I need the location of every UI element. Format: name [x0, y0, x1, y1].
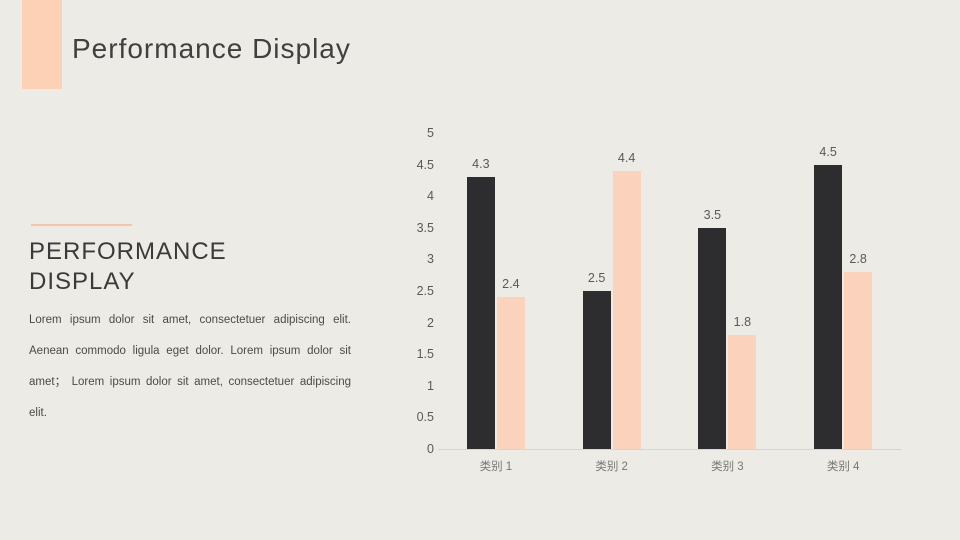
body-text: Lorem ipsum dolor sit amet, consectetuer…	[29, 314, 351, 419]
bar-series-1-category-1: 4.3	[466, 157, 495, 449]
section-heading: PERFORMANCE DISPLAY	[29, 238, 227, 295]
bar-series-1-category-4: 4.5	[814, 145, 843, 449]
heading-accent-line	[31, 224, 132, 226]
bar-group-3: 3.5 1.8	[670, 133, 786, 449]
bar-value-label: 4.3	[472, 157, 490, 172]
bar-series-1-category-3: 3.5	[698, 208, 727, 449]
slide-title: Performance Display	[72, 33, 351, 64]
y-axis-tick-label: 1.5	[416, 347, 434, 362]
y-axis-tick-label: 3.5	[416, 220, 434, 235]
y-axis-tick-label: 2	[427, 315, 434, 330]
bar-group-4: 4.5 2.8	[785, 133, 901, 449]
title-accent-rectangle	[22, 0, 62, 89]
bar-value-label: 3.5	[703, 207, 722, 222]
plot-area: 4.3 2.4 2.5 4.4 3.5 1.8 4.5 2.8	[438, 133, 901, 450]
bar-series-2-category-3: 1.8	[728, 315, 757, 449]
x-axis-category-label-3: 类别 3	[711, 461, 744, 473]
x-axis-category-label-2: 类别 2	[595, 461, 628, 473]
y-axis-tick-label: 4	[427, 189, 434, 204]
bar-group-2: 2.5 4.4	[554, 133, 670, 449]
y-axis-tick-label: 5	[427, 126, 434, 140]
y-axis-tick-label: 0	[427, 442, 434, 456]
bar-chart: 5 4.5 4 3.5 3 2.5 2 1.5 1 0.5 0 4.3 2.4 2.5 4.4 3.5 1.8…	[408, 119, 918, 491]
bar-value-label: 4.5	[819, 144, 837, 159]
bar-value-label: 2.4	[502, 277, 520, 292]
bar-series-2-category-4: 2.8	[844, 252, 873, 449]
bar-series-2-category-2: 4.4	[612, 151, 641, 449]
y-axis-tick-label: 4.5	[416, 157, 434, 172]
bar-value-label: 1.8	[733, 315, 752, 330]
bar-group-1: 4.3 2.4	[438, 133, 554, 449]
bar-series-2-category-1: 2.4	[496, 277, 525, 449]
y-axis-tick-label: 1	[427, 378, 434, 393]
x-axis-category-label-4: 类别 4	[826, 461, 860, 473]
x-axis: 类别 1 类别 2 类别 3 类别 4	[438, 458, 901, 474]
bar-value-label: 2.5	[587, 271, 606, 285]
y-axis-tick-label: 2.5	[416, 284, 434, 298]
y-axis-tick-label: 3	[427, 252, 434, 267]
x-axis-category-label-1: 类别 1	[479, 461, 513, 473]
y-axis-tick-label: 0.5	[416, 410, 434, 425]
bar-series-1-category-2: 2.5	[582, 271, 611, 449]
bar-value-label: 2.8	[849, 252, 867, 267]
bar-value-label: 4.4	[617, 150, 636, 165]
